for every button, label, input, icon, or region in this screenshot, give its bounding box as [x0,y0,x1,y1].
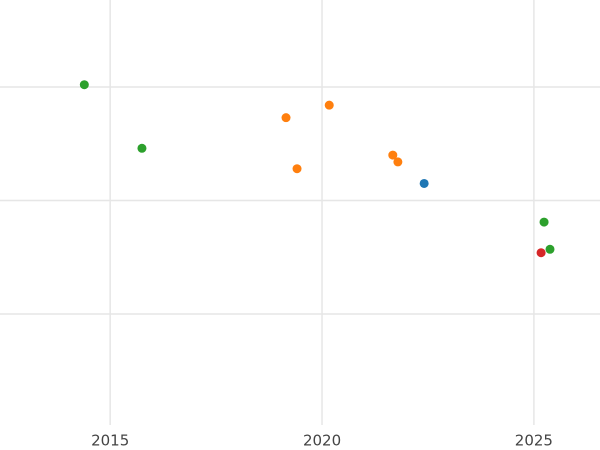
point [388,150,398,160]
point [281,113,291,123]
point [536,248,546,258]
point [419,178,429,188]
x-tick-label: 2025 [515,432,553,450]
point [79,80,89,90]
x-tick-label: 2020 [303,432,341,450]
x-tick-label: 2015 [91,432,129,450]
point [539,217,549,227]
point [393,157,403,167]
point [292,164,302,174]
point [545,244,555,254]
point [137,143,147,153]
point [324,100,334,110]
